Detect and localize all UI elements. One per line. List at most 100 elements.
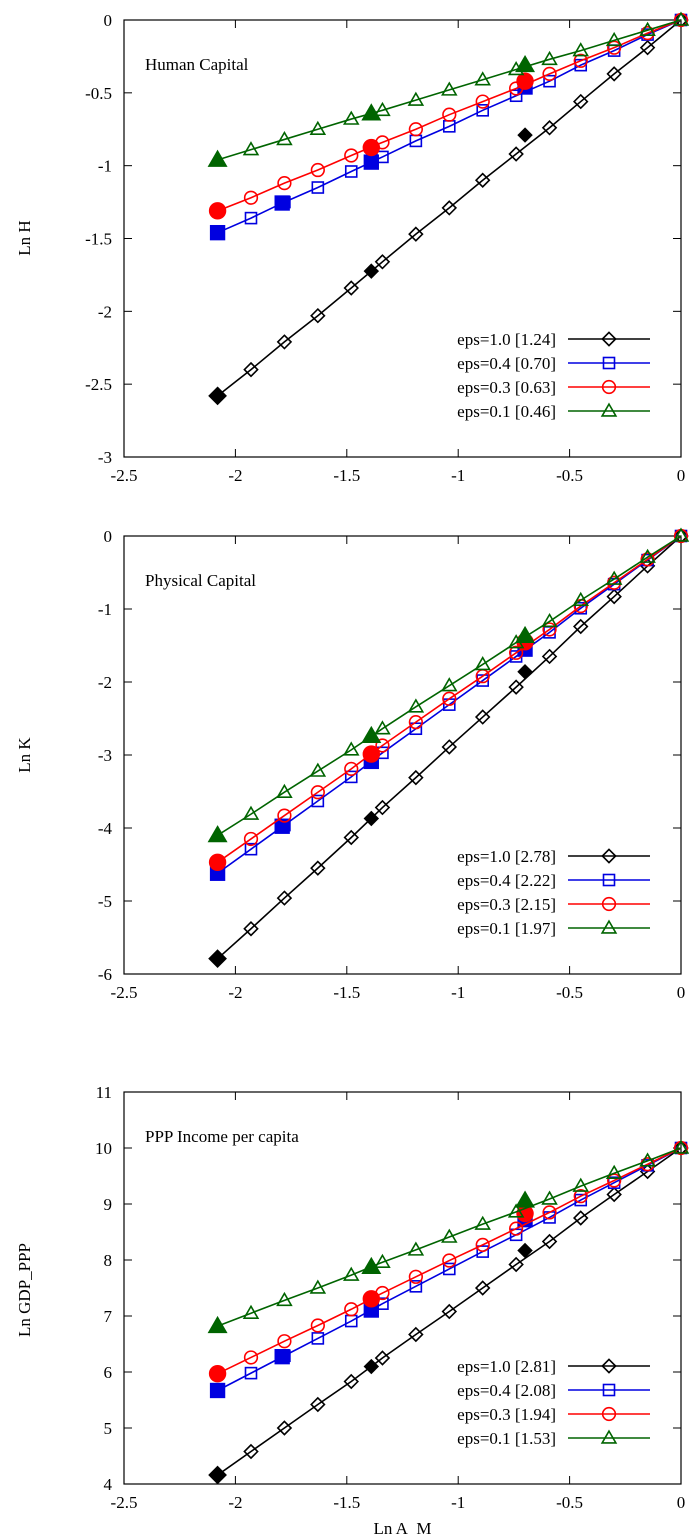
highlight-point: [274, 1348, 290, 1365]
data-point: [441, 1303, 458, 1320]
highlight-point: [208, 853, 227, 872]
data-point: [474, 709, 491, 725]
series-circle: [208, 12, 689, 220]
data-point: [640, 552, 655, 567]
data-point: [244, 211, 258, 225]
series-line: [217, 1147, 682, 1327]
legend-label: eps=0.1 [1.53]: [457, 1429, 556, 1448]
highlight-point: [207, 825, 228, 843]
data-point: [374, 1253, 391, 1268]
data-point: [407, 698, 425, 713]
data-point: [344, 761, 359, 776]
x-tick-label: -1: [451, 1493, 465, 1512]
data-point: [311, 181, 325, 194]
data-point: [374, 799, 391, 816]
legend-marker: [602, 873, 616, 887]
series-line: [217, 19, 682, 161]
data-point: [408, 1269, 423, 1284]
data-point: [310, 1396, 326, 1413]
highlight-point: [361, 1256, 382, 1274]
plot-frame: [123, 19, 682, 458]
data-point: [309, 762, 327, 777]
data-point: [442, 107, 457, 122]
highlight-point: [515, 1190, 536, 1208]
legend-marker: [601, 1358, 617, 1374]
data-point: [573, 53, 588, 68]
highlight-point: [209, 1382, 226, 1399]
plot-frame: [123, 1091, 682, 1485]
series-line: [217, 535, 682, 836]
highlight-point: [208, 1364, 227, 1383]
data-point: [441, 81, 458, 96]
legend-marker: [601, 1406, 617, 1422]
y-tick-label: 11: [96, 1083, 112, 1102]
data-point: [606, 66, 622, 82]
data-point: [639, 1152, 656, 1167]
highlight-point: [361, 103, 382, 121]
data-point: [242, 141, 260, 156]
legend-marker: [602, 1383, 616, 1397]
y-tick-label: 0: [104, 11, 113, 30]
highlight-point: [515, 54, 536, 73]
x-tick-label: 0: [677, 983, 686, 1002]
data-point: [243, 361, 259, 378]
data-point: [244, 842, 258, 856]
x-tick-label: -1.5: [333, 466, 360, 485]
x-tick-label: -2: [228, 1493, 242, 1512]
data-point: [541, 612, 558, 628]
panel-title: Physical Capital: [145, 571, 256, 590]
data-point: [408, 226, 424, 242]
data-point: [441, 739, 458, 755]
highlight-point: [362, 1290, 381, 1308]
x-tick-label: -1.5: [333, 983, 360, 1002]
data-point: [607, 1173, 622, 1188]
data-point: [310, 785, 325, 800]
legend-label: eps=0.3 [1.94]: [457, 1405, 556, 1424]
legend-label: eps=1.0 [2.78]: [457, 847, 556, 866]
data-point: [277, 808, 292, 823]
data-point: [474, 71, 491, 86]
data-point: [409, 722, 423, 736]
y-tick-label: -0.5: [85, 84, 112, 103]
highlight-point: [517, 127, 533, 143]
data-point: [476, 1245, 490, 1258]
data-point: [605, 570, 623, 585]
data-point: [309, 1279, 327, 1294]
data-point: [474, 1280, 491, 1296]
legend-label: eps=0.1 [1.97]: [457, 919, 556, 938]
data-point: [476, 104, 490, 117]
data-point: [343, 1373, 359, 1390]
data-point: [572, 1177, 590, 1192]
highlight-point: [516, 72, 534, 90]
data-point: [672, 1139, 689, 1154]
y-tick-label: 6: [104, 1363, 113, 1382]
data-point: [242, 805, 260, 820]
legend-marker: [600, 402, 618, 417]
legend-label: eps=0.3 [0.63]: [457, 378, 556, 397]
legend-marker: [600, 1429, 618, 1444]
x-tick-label: 0: [677, 466, 686, 485]
y-axis-label: Ln K: [15, 737, 34, 773]
series-triangle: [207, 11, 689, 167]
x-tick-label: -1: [451, 983, 465, 1002]
highlight-point: [362, 138, 381, 157]
data-point: [408, 715, 423, 730]
data-point: [607, 40, 622, 55]
data-point: [606, 588, 622, 605]
legend-label: eps=0.1 [0.46]: [457, 402, 556, 421]
data-point: [672, 11, 689, 26]
y-tick-label: -2.5: [85, 375, 112, 394]
x-tick-label: -0.5: [556, 466, 583, 485]
data-point: [243, 1350, 259, 1365]
data-point: [475, 94, 490, 109]
data-point: [243, 190, 259, 205]
legend-marker: [601, 331, 617, 347]
data-point: [243, 831, 259, 847]
data-point: [442, 691, 457, 706]
data-point: [474, 172, 491, 188]
data-point: [276, 1291, 293, 1307]
x-tick-label: -0.5: [556, 1493, 583, 1512]
chart-panel-2: -2.5 -2 -1.5 -1 -0.5 0 0 -1 -2 -3 -4 -5 -6 Physical C…: [15, 527, 689, 1002]
series-diamond: [208, 528, 689, 969]
data-point: [242, 1304, 260, 1319]
